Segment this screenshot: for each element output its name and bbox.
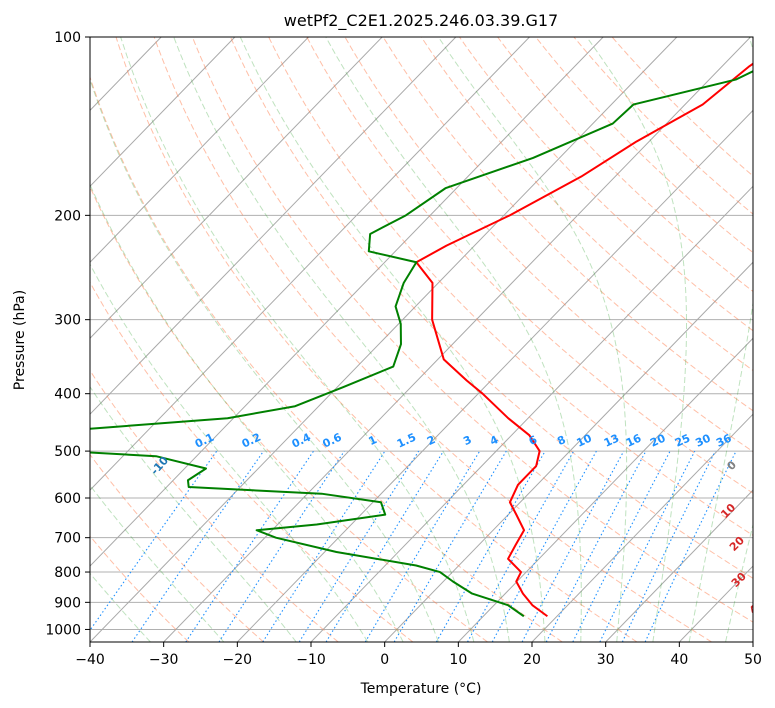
moist-adiabat-label: 40 [747, 597, 767, 617]
isotherm--20 [236, 109, 753, 642]
moist-adiabat-20 [239, 37, 546, 642]
isotherm-0 [384, 261, 753, 642]
x-tick-label: 0 [380, 652, 389, 668]
mixing-ratio-line-1.5 [298, 450, 420, 642]
x-tick-label: −10 [296, 652, 326, 668]
dry-adiabat-10 [90, 185, 488, 642]
mixing-ratio-line-8 [467, 450, 575, 642]
isobar-gridlines [90, 37, 753, 630]
mixing-ratio-label: 10 [575, 431, 595, 449]
dry-adiabat-40 [153, 37, 712, 642]
mixing-ratio-label: 36 [714, 431, 734, 449]
y-tick-label: 300 [54, 313, 81, 329]
dry-adiabat-160 [611, 37, 753, 177]
dry-adiabat-30 [115, 37, 638, 642]
y-tick-label: 400 [54, 387, 81, 403]
x-tick-label: 10 [449, 652, 467, 668]
mixing-ratio-line-6 [435, 450, 546, 642]
dry-adiabat-90 [344, 37, 753, 453]
moist-adiabat-5 [90, 77, 439, 642]
moist-adiabat-40 [688, 37, 753, 642]
moist-adiabat--5 [90, 263, 369, 642]
dewpoint-profile-line [90, 70, 753, 618]
isotherm-20 [531, 413, 753, 642]
moist-adiabat-10 [120, 37, 475, 642]
y-tick-label: 1000 [45, 622, 81, 638]
temperature-profile-line [415, 62, 753, 618]
plot-area: -100-90-80-70-60-50-40-30-20-10010203040… [90, 37, 767, 642]
mixing-ratio-label: 25 [673, 432, 692, 450]
y-tick-label: 200 [54, 208, 81, 224]
dry-adiabat-120 [459, 37, 753, 332]
y-tick-label: 100 [54, 30, 81, 46]
mixing-ratio-line-0.1 [90, 450, 218, 632]
dry-adiabat-100 [382, 37, 753, 412]
mixing-ratio-line-36 [644, 450, 737, 642]
dry-adiabat-50 [191, 37, 753, 623]
isotherm--90 [90, 37, 309, 263]
dry-adiabat--30 [90, 535, 190, 642]
moist-adiabat--15 [90, 385, 297, 642]
x-tick-label: 30 [597, 652, 615, 668]
x-tick-label: −20 [223, 652, 253, 668]
mixing-ratio-line-4 [393, 450, 507, 642]
isotherm-gridlines [90, 37, 753, 642]
y-axis-label: Pressure (hPa) [12, 290, 28, 390]
isotherm-10 [457, 337, 753, 642]
moist-adiabat--25 [90, 484, 225, 642]
chart-title: wetPf2_C2E1.2025.246.03.39.G17 [284, 11, 558, 31]
mixing-ratio-label: 30 [693, 431, 713, 449]
x-axis-ticks: −40 −30 −20 −10 0 10 20 30 40 50 [75, 642, 762, 668]
moist-adiabats [90, 37, 753, 642]
x-axis-label: Temperature (°C) [360, 681, 482, 697]
x-tick-label: 40 [670, 652, 688, 668]
moist-adiabat-45 [725, 522, 753, 642]
y-axis-ticks: 100 200 300 400 500 600 700 800 900 1000 [45, 30, 90, 638]
dry-adiabat-110 [420, 37, 753, 372]
mixing-ratio-label: 13 [602, 432, 621, 450]
mixing-ratio-label: 16 [624, 431, 644, 449]
x-tick-label: −30 [149, 652, 179, 668]
mixing-ratio-line-2 [325, 450, 444, 642]
dry-adiabat-60 [230, 37, 753, 579]
mixing-ratio-line-25 [599, 450, 696, 642]
y-tick-label: 900 [54, 595, 81, 611]
mixing-ratio-line-30 [621, 450, 716, 642]
x-tick-label: −40 [75, 652, 105, 668]
mixing-ratio-line-3 [364, 450, 481, 642]
moist-adiabat-25 [325, 37, 582, 642]
isotherm--100 [90, 37, 236, 188]
dry-adiabat-150 [573, 37, 753, 215]
mixing-ratio-line-1 [262, 450, 386, 642]
x-tick-label: 20 [523, 652, 541, 668]
mixing-ratio-line-10 [491, 450, 597, 642]
sounding-curves [90, 62, 753, 618]
isotherm-30 [605, 489, 753, 642]
y-tick-label: 800 [54, 565, 81, 581]
x-tick-label: 50 [744, 652, 762, 668]
mixing-ratio-label: 20 [648, 431, 668, 449]
isotherm--50 [90, 37, 604, 567]
moist-adiabat-30 [437, 37, 628, 642]
dry-adiabat-80 [306, 37, 753, 494]
moist-adiabat--35 [90, 572, 151, 642]
dry-adiabat-70 [268, 37, 753, 536]
moist-adiabat-35 [586, 37, 688, 642]
isotherm--30 [163, 37, 751, 642]
isotherm--80 [90, 37, 383, 339]
isotherm--70 [90, 37, 457, 415]
isotherm--60 [90, 37, 530, 491]
mixing-ratio-lines [90, 450, 737, 642]
y-tick-label: 600 [54, 491, 81, 507]
moist-adiabat-15 [173, 37, 510, 642]
plot-frame [89, 36, 754, 643]
y-tick-label: 500 [54, 444, 81, 460]
dry-adiabat--10 [90, 369, 339, 642]
y-tick-label: 700 [54, 531, 81, 547]
dry-adiabat-20 [90, 75, 563, 642]
mixing-ratio-line-0.2 [131, 450, 265, 642]
